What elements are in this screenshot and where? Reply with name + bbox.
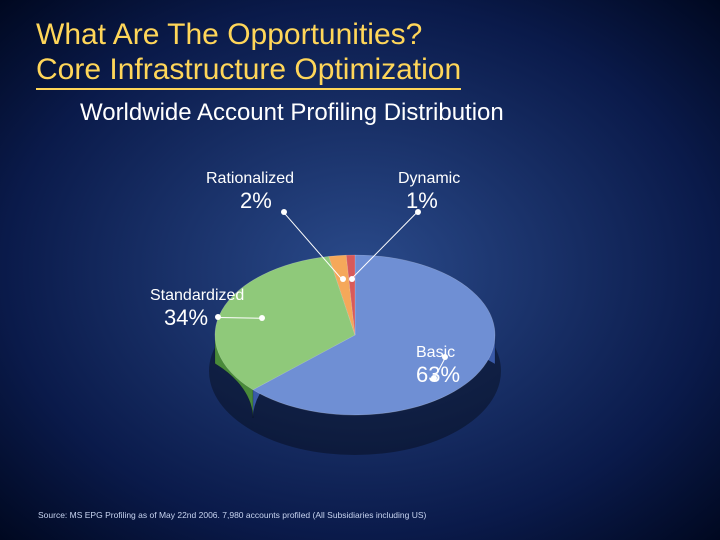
label-name: Dynamic xyxy=(398,170,460,188)
label-name: Basic xyxy=(416,344,460,362)
label-name: Rationalized xyxy=(206,170,294,188)
label-pct: 63% xyxy=(416,362,460,388)
label-standardized: Standardized 34% xyxy=(150,287,244,331)
label-rationalized: Rationalized 2% xyxy=(206,170,294,214)
source-note: Source: MS EPG Profiling as of May 22nd … xyxy=(38,510,426,520)
label-name: Standardized xyxy=(150,287,244,305)
label-dynamic: Dynamic 1% xyxy=(398,170,460,214)
label-basic: Basic 63% xyxy=(416,344,460,388)
pie-svg xyxy=(200,225,510,455)
pie-chart: Rationalized 2% Dynamic 1% Standardized … xyxy=(0,0,720,540)
label-pct: 1% xyxy=(398,188,460,214)
